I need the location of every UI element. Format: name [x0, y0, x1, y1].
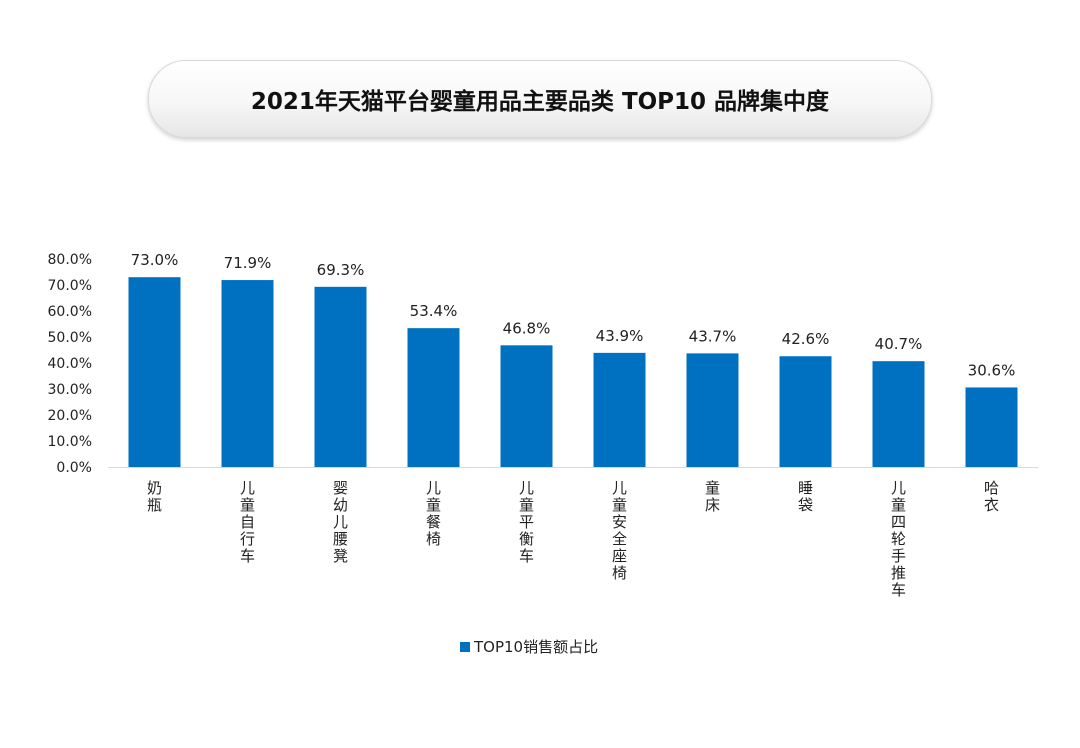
- bar: [779, 356, 832, 467]
- data-label: 42.6%: [782, 330, 830, 348]
- y-tick-label: 10.0%: [48, 434, 92, 450]
- y-tick-label: 80.0%: [48, 252, 92, 268]
- data-label: 71.9%: [224, 254, 272, 272]
- bar: [872, 361, 925, 467]
- category-label: 儿童自行车: [240, 479, 255, 565]
- data-label: 43.7%: [689, 327, 737, 345]
- legend-swatch: [460, 641, 470, 652]
- category-label: 婴幼儿腰凳: [333, 479, 348, 565]
- category-label: 童床: [705, 479, 720, 514]
- bar: [314, 286, 367, 467]
- data-label: 46.8%: [503, 319, 551, 337]
- chart-title: 2021年天猫平台婴童用品主要品类 TOP10 品牌集中度: [250, 89, 830, 115]
- bar: [128, 277, 181, 467]
- y-tick-label: 30.0%: [48, 382, 92, 398]
- bar: [407, 328, 460, 467]
- bar: [593, 352, 646, 467]
- y-tick-label: 60.0%: [48, 304, 92, 320]
- title-banner: 2021年天猫平台婴童用品主要品类 TOP10 品牌集中度: [148, 60, 932, 138]
- data-label: 53.4%: [410, 302, 458, 320]
- category-label: 睡袋: [798, 479, 813, 514]
- data-label: 43.9%: [596, 327, 644, 345]
- bar: [500, 345, 553, 467]
- category-label: 儿童平衡车: [519, 479, 534, 565]
- bar: [965, 387, 1018, 467]
- bar: [221, 280, 274, 467]
- data-label: 73.0%: [131, 251, 179, 269]
- y-tick-label: 50.0%: [48, 330, 92, 346]
- bar: [686, 353, 739, 467]
- y-tick-label: 70.0%: [48, 278, 92, 294]
- category-label: 儿童安全座椅: [612, 479, 627, 582]
- y-tick-label: 40.0%: [48, 356, 92, 372]
- data-label: 69.3%: [317, 261, 365, 279]
- legend: TOP10销售额占比: [460, 636, 598, 657]
- legend-label: TOP10销售额占比: [474, 638, 599, 656]
- category-label: 儿童四轮手推车: [891, 479, 906, 599]
- data-label: 40.7%: [875, 335, 923, 353]
- category-label: 奶瓶: [147, 479, 162, 514]
- data-label: 30.6%: [968, 361, 1016, 379]
- category-label: 儿童餐椅: [426, 479, 441, 548]
- category-label: 哈衣: [984, 479, 999, 514]
- y-tick-label: 20.0%: [48, 408, 92, 424]
- y-tick-label: 0.0%: [56, 460, 92, 476]
